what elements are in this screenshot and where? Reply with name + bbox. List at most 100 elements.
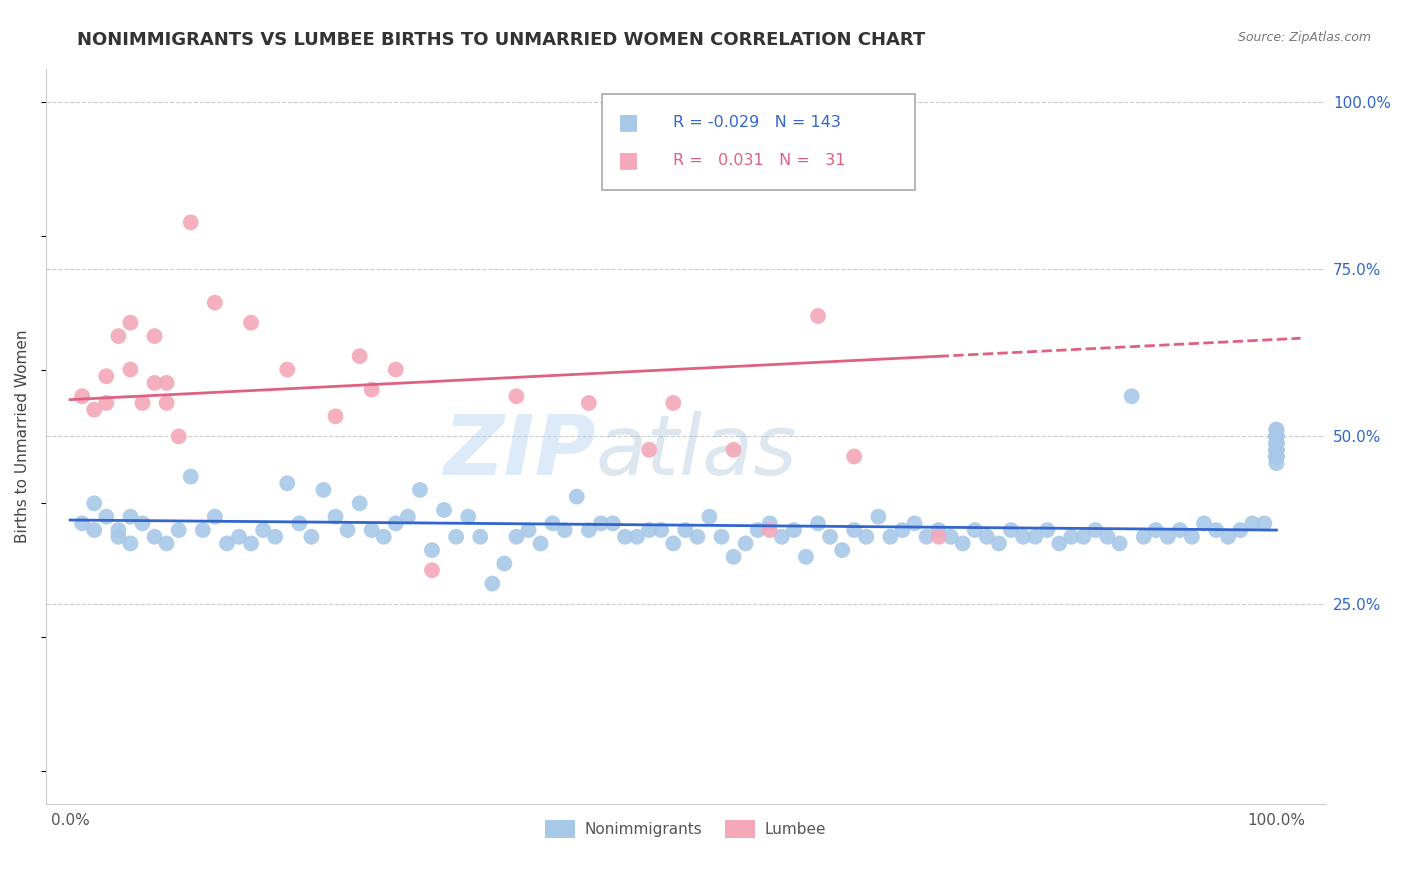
- Text: ■: ■: [617, 151, 638, 170]
- Point: [1265, 423, 1288, 437]
- Point: [915, 530, 938, 544]
- Point: [240, 316, 263, 330]
- Text: ZIP: ZIP: [443, 410, 596, 491]
- Point: [589, 516, 612, 531]
- Point: [928, 530, 950, 544]
- Point: [143, 376, 166, 390]
- Point: [662, 536, 685, 550]
- Point: [1265, 450, 1288, 464]
- Point: [349, 349, 371, 363]
- FancyBboxPatch shape: [602, 95, 915, 190]
- Point: [325, 409, 347, 424]
- Point: [1265, 429, 1288, 443]
- Point: [844, 450, 866, 464]
- Point: [1265, 442, 1288, 457]
- Point: [638, 523, 661, 537]
- Point: [565, 490, 588, 504]
- Point: [1060, 530, 1083, 544]
- Point: [505, 530, 527, 544]
- Point: [120, 362, 142, 376]
- Point: [470, 530, 492, 544]
- Point: [976, 530, 998, 544]
- Point: [650, 523, 672, 537]
- Point: [1265, 442, 1288, 457]
- Point: [96, 396, 118, 410]
- Point: [1253, 516, 1275, 531]
- Point: [155, 396, 177, 410]
- Point: [360, 523, 382, 537]
- Point: [1229, 523, 1251, 537]
- Text: Source: ZipAtlas.com: Source: ZipAtlas.com: [1237, 31, 1371, 45]
- Point: [288, 516, 311, 531]
- Point: [807, 309, 830, 323]
- Point: [1265, 442, 1288, 457]
- Point: [614, 530, 637, 544]
- Point: [1108, 536, 1130, 550]
- Point: [96, 509, 118, 524]
- Point: [783, 523, 806, 537]
- Point: [1265, 450, 1288, 464]
- Point: [420, 543, 443, 558]
- Point: [180, 215, 202, 229]
- Point: [457, 509, 479, 524]
- Point: [312, 483, 335, 497]
- Point: [1012, 530, 1035, 544]
- Point: [868, 509, 890, 524]
- Point: [578, 396, 600, 410]
- Point: [1265, 429, 1288, 443]
- Text: NONIMMIGRANTS VS LUMBEE BIRTHS TO UNMARRIED WOMEN CORRELATION CHART: NONIMMIGRANTS VS LUMBEE BIRTHS TO UNMARR…: [77, 31, 925, 49]
- Point: [1265, 442, 1288, 457]
- Point: [673, 523, 696, 537]
- Point: [1265, 456, 1288, 470]
- Point: [1265, 436, 1288, 450]
- Point: [299, 530, 322, 544]
- Point: [215, 536, 238, 550]
- Point: [96, 369, 118, 384]
- Point: [638, 442, 661, 457]
- Point: [1265, 429, 1288, 443]
- Point: [831, 543, 853, 558]
- Point: [167, 523, 190, 537]
- Point: [1265, 450, 1288, 464]
- Point: [1265, 436, 1288, 450]
- Point: [903, 516, 925, 531]
- Point: [1265, 436, 1288, 450]
- Point: [1265, 429, 1288, 443]
- Point: [770, 530, 793, 544]
- Point: [541, 516, 564, 531]
- Point: [155, 376, 177, 390]
- Point: [517, 523, 540, 537]
- Point: [723, 442, 745, 457]
- Point: [758, 523, 780, 537]
- Point: [70, 516, 93, 531]
- Point: [1084, 523, 1107, 537]
- Point: [1047, 536, 1070, 550]
- Point: [228, 530, 250, 544]
- Point: [1265, 429, 1288, 443]
- Point: [433, 503, 456, 517]
- Point: [167, 429, 190, 443]
- Point: [360, 383, 382, 397]
- Point: [1265, 436, 1288, 450]
- Point: [1265, 442, 1288, 457]
- Point: [1265, 450, 1288, 464]
- Point: [1144, 523, 1167, 537]
- Point: [396, 509, 419, 524]
- Point: [120, 536, 142, 550]
- Point: [963, 523, 986, 537]
- Point: [240, 536, 263, 550]
- Point: [120, 509, 142, 524]
- Point: [204, 295, 226, 310]
- Point: [554, 523, 576, 537]
- Point: [626, 530, 648, 544]
- Point: [1265, 442, 1288, 457]
- Point: [143, 329, 166, 343]
- Point: [662, 396, 685, 410]
- Point: [844, 523, 866, 537]
- Point: [191, 523, 214, 537]
- Point: [1265, 450, 1288, 464]
- Point: [444, 530, 467, 544]
- Point: [818, 530, 841, 544]
- Point: [747, 523, 769, 537]
- Point: [107, 530, 129, 544]
